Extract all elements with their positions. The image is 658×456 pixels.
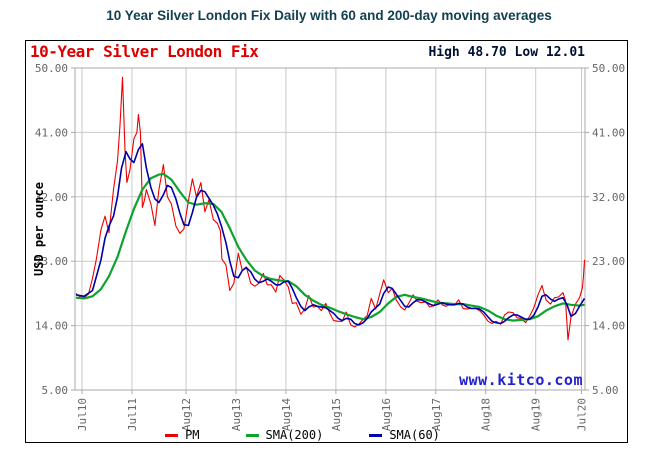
legend-label-sma200: SMA(200) xyxy=(265,428,324,442)
legend-item-sma60: SMA(60) xyxy=(369,428,440,442)
x-tick-label: Aug15 xyxy=(330,398,343,431)
sma60-line-swatch-icon xyxy=(369,433,383,437)
y-tick-label-right: 14.00 xyxy=(592,320,625,333)
x-tick-label: Aug13 xyxy=(230,398,243,431)
pm-line-swatch-icon xyxy=(165,433,179,437)
y-tick-label-right: 41.00 xyxy=(592,126,625,139)
y-tick-label-left: 14.00 xyxy=(35,320,68,333)
page-title: 10 Year Silver London Fix Daily with 60 … xyxy=(106,8,552,23)
x-tick-label: Aug12 xyxy=(180,398,193,431)
plot-frame xyxy=(74,67,586,391)
y-tick-label-left: 23.00 xyxy=(35,255,68,268)
y-tick-label-left: 41.00 xyxy=(35,126,68,139)
chart-panel: 10-Year Silver London Fix High 48.70 Low… xyxy=(25,40,628,443)
y-tick-label-right: 32.00 xyxy=(592,191,625,204)
y-tick-label-right: 5.00 xyxy=(592,384,619,397)
y-tick-label-left: 32.00 xyxy=(35,191,68,204)
legend-item-sma200: SMA(200) xyxy=(245,428,324,442)
legend-label-sma60: SMA(60) xyxy=(389,428,440,442)
series-line-sma60 xyxy=(75,143,586,326)
legend-label-pm: PM xyxy=(185,428,200,442)
y-tick-label-right: 50.00 xyxy=(592,62,625,75)
x-tick-label: Aug17 xyxy=(430,398,443,431)
legend-item-pm: PM xyxy=(165,428,200,442)
y-axis-title: USD per ounce xyxy=(32,182,46,276)
x-tick-label: Aug16 xyxy=(380,398,393,431)
chart-svg: 50.00 50.00 41.00 41.00 32.00 32.00 23.00 23.00… xyxy=(35,62,625,431)
y-tick-label-right: 23.00 xyxy=(592,255,625,268)
x-tick-label: Aug19 xyxy=(530,398,543,431)
series-line-sma200 xyxy=(75,172,585,322)
sma200-line-swatch-icon xyxy=(245,433,259,437)
x-tick-label: Aug18 xyxy=(480,398,493,431)
kitco-watermark-link[interactable]: www.kitco.com xyxy=(459,371,583,389)
high-low-readout: High 48.70 Low 12.01 xyxy=(428,45,585,60)
x-tick-label: Jul11 xyxy=(126,398,139,431)
y-tick-label-left: 50.00 xyxy=(35,62,68,75)
y-tick-label-left: 5.00 xyxy=(42,384,69,397)
x-tick-label: Aug14 xyxy=(280,398,293,431)
x-tick-label: Jul10 xyxy=(76,398,89,431)
chart-legend: PM SMA(200) SMA(60) xyxy=(75,428,585,442)
chart-heading: 10-Year Silver London Fix xyxy=(30,42,259,61)
x-tick-label: Jul20 xyxy=(576,398,589,431)
series-line-pm xyxy=(75,76,586,341)
